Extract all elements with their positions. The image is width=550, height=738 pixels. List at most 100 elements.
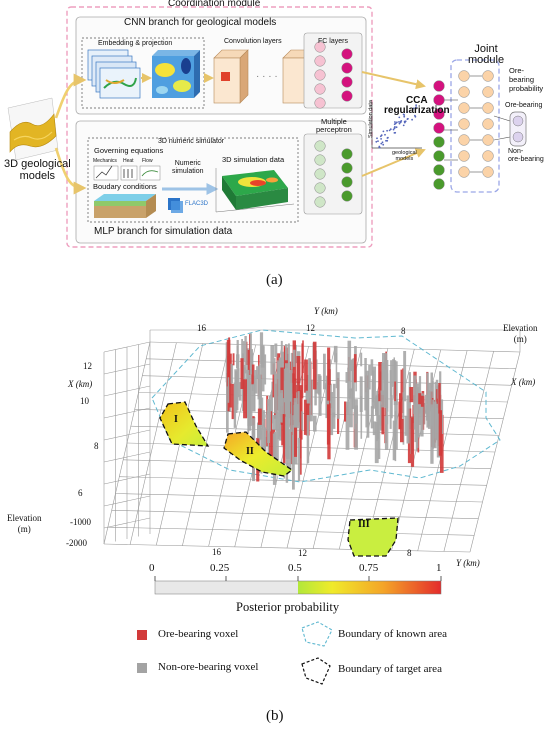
x-tick-10: 10 xyxy=(80,396,89,406)
ore-voxel xyxy=(296,356,301,384)
ore-voxel xyxy=(412,405,414,424)
perceptron-box xyxy=(303,133,363,215)
neuron-node xyxy=(341,48,353,60)
governing-label: Governing equations xyxy=(94,146,164,155)
non-ore-voxel xyxy=(354,346,357,361)
non-ore-voxel xyxy=(247,384,250,427)
neuron-node xyxy=(314,140,326,152)
neuron-node xyxy=(341,176,353,188)
non-ore-voxel xyxy=(372,421,376,436)
non-ore-voxel xyxy=(375,397,379,416)
fc-label: FC layers xyxy=(318,38,348,45)
ore-voxel xyxy=(292,378,297,403)
non-ore-voxel xyxy=(285,372,289,400)
ore-probability-label: Ore- bearing probability xyxy=(509,66,544,93)
ore-voxel xyxy=(240,358,244,389)
fc-column-1 xyxy=(314,41,326,109)
non-ore-voxel xyxy=(251,375,256,412)
target-area-2 xyxy=(223,431,294,477)
non-ore-voxel xyxy=(289,410,292,426)
non-ore-voxel xyxy=(415,396,418,452)
neuron-node xyxy=(458,166,470,178)
non-ore-voxel xyxy=(374,422,379,464)
legend-ore-swatch xyxy=(137,630,147,640)
non-ore-voxel xyxy=(288,383,291,419)
grid-3d xyxy=(103,329,521,553)
colorbar xyxy=(154,580,442,595)
neuron-node xyxy=(482,102,494,114)
y-tick-top-12: 12 xyxy=(306,323,315,333)
non-ore-voxel xyxy=(313,415,317,432)
ore-voxel xyxy=(272,363,276,398)
scatter-point xyxy=(411,118,413,121)
flac3d-icon xyxy=(168,198,183,213)
elevation-title-left: Elevation (m) xyxy=(7,513,42,534)
elevation-title-right: Elevation (m) xyxy=(503,323,538,344)
non-ore-voxel xyxy=(345,401,350,450)
scatter-point xyxy=(380,142,383,145)
non-ore-voxel xyxy=(366,387,370,438)
non-ore-voxel xyxy=(323,353,326,390)
y-tick-bottom-16: 16 xyxy=(212,547,221,557)
neuron-node xyxy=(433,150,445,162)
non-ore-voxel xyxy=(285,416,289,457)
neuron-node xyxy=(314,168,326,180)
scatter-point xyxy=(386,137,389,139)
scatter-point xyxy=(376,137,378,140)
joint-module-box xyxy=(450,59,500,193)
non-ore-voxel xyxy=(353,406,356,430)
non-ore-voxel xyxy=(300,411,304,431)
mlp-branch-title: MLP branch for simulation data xyxy=(94,226,233,237)
scatter-point xyxy=(412,107,415,110)
grid-line xyxy=(107,526,475,536)
non-ore-voxel xyxy=(236,346,239,357)
neuron-node xyxy=(314,69,326,81)
non-ore-voxel xyxy=(402,392,405,445)
projection-cube xyxy=(152,50,200,98)
non-ore-voxel xyxy=(427,383,432,429)
neuron-node xyxy=(482,86,494,98)
simulator-box xyxy=(87,137,299,223)
non-ore-voxel xyxy=(436,408,441,458)
cb-tick-075: 0.75 xyxy=(359,562,379,574)
caption-b: (b) xyxy=(266,708,284,724)
neuron-node xyxy=(433,80,445,92)
non-ore-voxel xyxy=(318,375,322,416)
geological-model-image xyxy=(7,97,59,161)
non-ore-voxel xyxy=(244,336,247,374)
scatter-point xyxy=(381,141,384,144)
scatter-point xyxy=(398,121,400,123)
non-ore-voxel xyxy=(308,358,311,398)
y-tick-top-8: 8 xyxy=(401,326,406,336)
cb-tick-025: 0.25 xyxy=(210,562,230,574)
ore-voxel xyxy=(268,411,272,466)
x-tick-6: 6 xyxy=(78,488,83,498)
non-ore-voxel xyxy=(293,349,296,367)
non-ore-voxel xyxy=(368,364,371,390)
scatter-point xyxy=(394,126,396,128)
scatter-point xyxy=(398,122,401,125)
scatter-point xyxy=(388,129,391,132)
scatter-point xyxy=(403,121,406,124)
cb-tick-1: 1 xyxy=(436,562,442,574)
non-ore-voxel xyxy=(267,399,270,443)
non-ore-voxel xyxy=(238,382,242,401)
heat-label: Heat xyxy=(123,158,134,164)
neuron-node xyxy=(341,76,353,88)
grid-line xyxy=(115,493,483,503)
scatter-point xyxy=(414,114,416,117)
non-ore-voxel xyxy=(432,401,437,449)
non-ore-voxel xyxy=(289,382,293,404)
non-ore-voxel xyxy=(360,352,363,367)
non-ore-voxel xyxy=(227,377,230,403)
non-ore-voxel xyxy=(394,411,397,462)
colorbar-ticks xyxy=(154,576,442,581)
mlp-column-1 xyxy=(314,140,326,208)
legend-known-boundary xyxy=(301,621,333,647)
simulation-data-cube xyxy=(215,168,295,213)
ore-voxel xyxy=(312,341,317,390)
ore-voxel xyxy=(302,340,304,373)
non-ore-voxel xyxy=(370,406,374,429)
legend-target-label: Boundary of target area xyxy=(338,663,442,675)
non-ore-voxel xyxy=(260,345,265,392)
